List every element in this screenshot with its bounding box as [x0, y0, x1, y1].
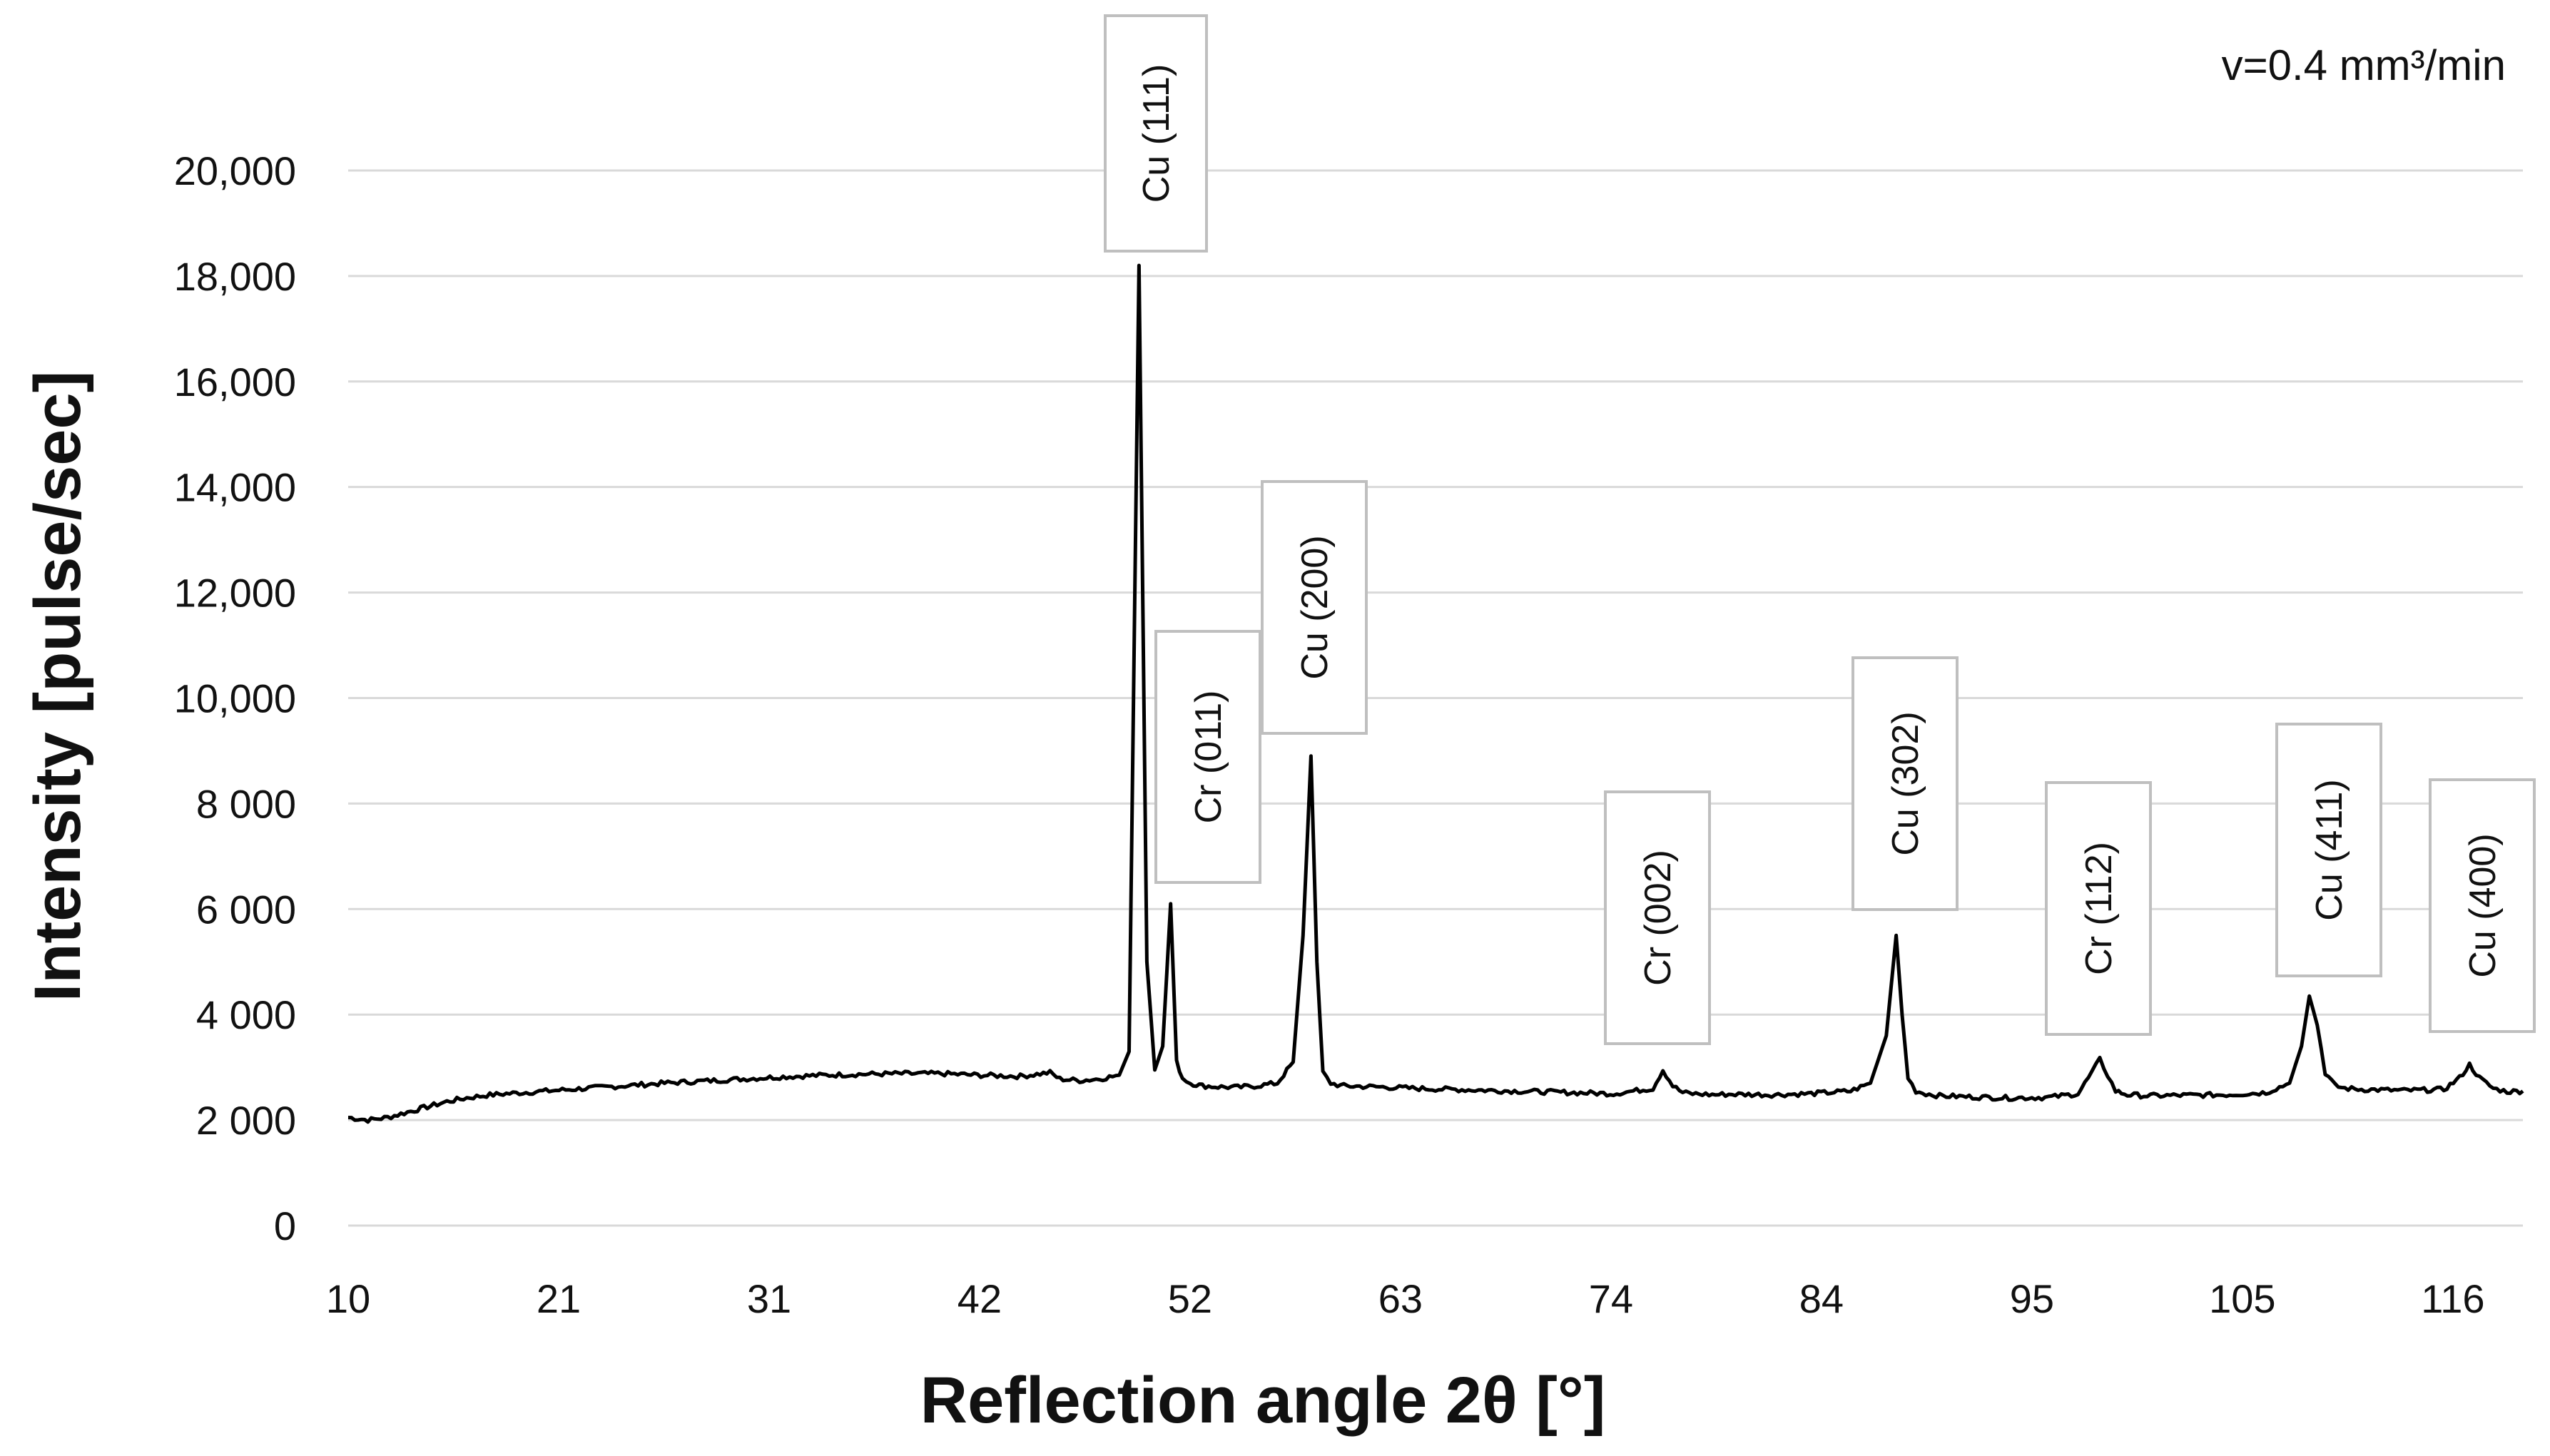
peak-label-text: Cr (011) — [1188, 691, 1229, 824]
x-tick-label: 10 — [326, 1276, 370, 1321]
y-tick-label: 10,000 — [174, 676, 296, 721]
y-tick-labels: 0 2 000 4 000 6 000 8 000 10,000 12,000 14,000 1… — [174, 148, 296, 1248]
peak-label: Cu (400) — [2429, 778, 2536, 1033]
peak-label-text: Cr (002) — [1637, 850, 1679, 986]
peak-label-text: Cu (400) — [2462, 833, 2504, 977]
x-tick-label: 74 — [1589, 1276, 1633, 1321]
x-tick-label: 84 — [1799, 1276, 1844, 1321]
x-tick-label: 63 — [1378, 1276, 1423, 1321]
peak-label-text: Cu (200) — [1294, 535, 1336, 679]
peak-label-box — [2045, 781, 2152, 1036]
y-tick-label: 4 000 — [196, 992, 296, 1037]
peak-label-box — [1154, 630, 1261, 884]
y-tick-label: 8 000 — [196, 781, 296, 826]
x-tick-label: 52 — [1168, 1276, 1212, 1321]
peak-label-text: Cr (112) — [2078, 842, 2120, 975]
peak-label-box — [1104, 14, 1208, 253]
x-tick-label: 21 — [537, 1276, 581, 1321]
x-tick-label: 116 — [2421, 1276, 2484, 1321]
y-tick-label: 12,000 — [174, 571, 296, 616]
x-axis-title: Reflection angle 2θ [°] — [920, 1364, 1606, 1437]
flow-rate-annotation: v=0.4 mm³/min — [2222, 41, 2506, 89]
peak-label: Cu (111) — [1104, 14, 1208, 253]
x-tick-label: 42 — [957, 1276, 1002, 1321]
peak-label: Cu (411) — [2275, 723, 2382, 977]
peak-label: Cr (002) — [1604, 790, 1711, 1045]
peak-label-text: Cu (302) — [1885, 711, 1926, 855]
peak-label-box — [2429, 778, 2536, 1033]
peak-label-box — [1604, 790, 1711, 1045]
x-tick-label: 31 — [747, 1276, 791, 1321]
peak-label-box — [2275, 723, 2382, 977]
y-tick-label: 14,000 — [174, 465, 296, 510]
peak-label-text: Cu (411) — [2309, 779, 2350, 920]
x-tick-label: 105 — [2209, 1276, 2275, 1321]
peak-label: Cr (011) — [1154, 630, 1261, 884]
x-tick-labels: 10 21 31 42 52 63 74 84 95 105 116 — [326, 1276, 2485, 1321]
peak-label: Cu (302) — [1851, 656, 1959, 911]
y-tick-label: 20,000 — [174, 148, 296, 193]
y-tick-label: 2 000 — [196, 1098, 296, 1143]
x-tick-label: 95 — [2010, 1276, 2054, 1321]
y-axis-title: Intensity [pulse/sec] — [21, 371, 94, 1002]
peak-label: Cr (112) — [2045, 781, 2152, 1036]
peak-label-box — [1261, 480, 1368, 735]
peak-label: Cu (200) — [1261, 480, 1368, 735]
peak-label-text: Cu (111) — [1136, 64, 1177, 203]
intensity-series-line — [347, 263, 2524, 1124]
peak-label-box — [1851, 656, 1959, 911]
y-tick-label: 6 000 — [196, 887, 296, 932]
peak-labels: Cu (111) Cr (011) Cu (200) Cr (002) Cu (302)… — [1104, 14, 2536, 1045]
y-tick-label: 16,000 — [174, 360, 296, 404]
y-tick-label: 18,000 — [174, 254, 296, 299]
gridlines — [348, 169, 2523, 1227]
y-tick-label: 0 — [274, 1203, 296, 1248]
